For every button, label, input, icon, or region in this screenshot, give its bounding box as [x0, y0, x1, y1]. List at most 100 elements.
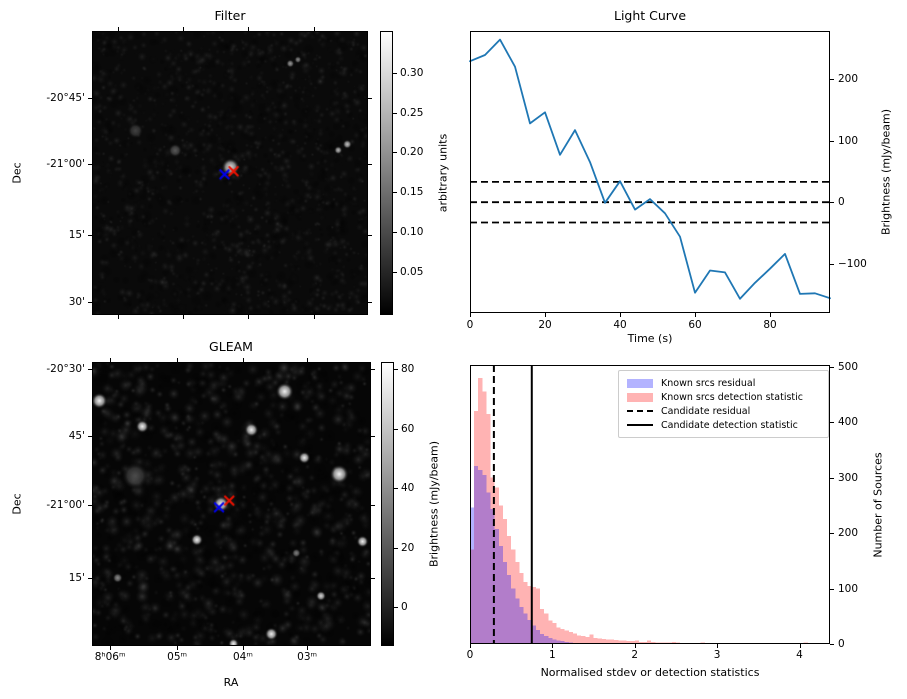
filter_map-colorbar-tick [393, 231, 397, 233]
solid-line-icon [627, 424, 653, 426]
histogram-xtick [470, 644, 471, 648]
gleam_map-ytick [88, 435, 92, 437]
filter_map-colorbar-tick-label: 0.20 [400, 146, 424, 159]
axes-spine [470, 31, 830, 313]
gleam_map-colorbar-tick [394, 369, 398, 371]
histogram-xtick-label: 1 [549, 649, 556, 661]
gleam_map-xtick-label: 8ʰ06ᵐ [94, 651, 126, 663]
gleam_map-xtick [177, 358, 179, 362]
legend-item-candidate-detection-statistic: Candidate detection statistic [627, 418, 820, 432]
filter_map-xtick [183, 315, 185, 319]
histogram-xtick [552, 644, 554, 648]
gleam_map-colorbar-tick [394, 428, 398, 430]
filter_map-xtick [247, 315, 249, 319]
gleam_map-xtick-label: 03ᵐ [297, 651, 318, 663]
gleam_map-ytick-label: 45' [68, 429, 85, 442]
gleam-colorbar [381, 362, 394, 646]
axes-spine [470, 365, 830, 644]
gleam_map-colorbar-tick [394, 548, 398, 550]
filter_map-ytick [88, 302, 92, 304]
gleam_map-xtick-label: 04ᵐ [232, 651, 253, 663]
light-curve-xtick [695, 313, 696, 317]
light-curve-xtick [470, 313, 471, 317]
gleam_map-colorbar-tick-label: 40 [401, 482, 415, 495]
pink-patch-icon [627, 392, 653, 402]
filter-noise-image [93, 32, 367, 314]
gleam_map-colorbar-tick-label: 80 [401, 363, 415, 376]
gleam_map-ytick-label: -21°00' [46, 498, 85, 511]
histogram-xtick-label: 2 [631, 649, 639, 661]
histogram-ytick-label: 0 [838, 638, 845, 650]
gleam_map-colorbar-tick [394, 488, 398, 490]
filter_map-ytick [88, 98, 92, 100]
histogram-xtick [717, 644, 719, 648]
light-curve-ytick-label: −100 [838, 257, 867, 270]
histogram-y-axis-label: Number of Sources [871, 452, 885, 558]
gleam_map-xtick-label: 05ᵐ [167, 651, 188, 663]
histogram-xtick [799, 644, 801, 648]
gleam-y-axis-label: Dec [10, 493, 24, 515]
histogram-ytick [830, 588, 834, 590]
filter_map-xtick [247, 27, 249, 31]
histogram-series-0 [470, 377, 812, 644]
filter-axes [92, 31, 368, 315]
gleam_map-ytick [371, 578, 375, 580]
gleam_map-ytick [371, 504, 375, 506]
gleam_map-ytick [371, 369, 375, 371]
filter-colorbar [380, 31, 393, 315]
gleam_map-ytick-label: 15' [68, 572, 85, 585]
gleam_map-xtick [307, 646, 309, 650]
light-curve-xtick-label: 40 [613, 319, 627, 331]
blue-patch-icon [627, 378, 653, 388]
histogram-legend: Known srcs residual Known srcs detection… [618, 370, 829, 438]
filter_map-colorbar-tick-label: 0.25 [400, 106, 424, 119]
histogram-ytick [830, 533, 834, 535]
filter_map-xtick [118, 27, 120, 31]
filter_map-colorbar-tick-label: 0.30 [400, 66, 424, 79]
histogram-ytick [830, 366, 834, 368]
filter_map-colorbar-tick-label: 0.05 [400, 265, 424, 278]
filter_map-colorbar-tick [393, 112, 397, 114]
filter_map-colorbar-tick-label: 0.10 [400, 225, 424, 238]
filter_map-colorbar-tick [393, 152, 397, 154]
filter_map-colorbar-tick [393, 271, 397, 273]
light-curve-y-axis-label: Brightness (mJy/beam) [879, 108, 893, 236]
gleam_map-xtick [110, 358, 112, 362]
legend-item-known-srcs-residual: Known srcs residual [627, 376, 820, 390]
gleam-x-axis-label: RA [223, 676, 239, 689]
gleam_map-ytick [88, 578, 92, 580]
dashed-line-icon [627, 410, 653, 412]
filter_map-colorbar-tick [393, 192, 397, 194]
light-curve-line [469, 38, 831, 300]
histogram-xtick-label: 3 [713, 649, 721, 661]
filter_map-xtick [313, 27, 315, 31]
histogram-ytick-label: 200 [838, 527, 859, 540]
filter_map-ytick-label: 15' [68, 228, 85, 241]
histogram-ytick [830, 422, 834, 424]
filter_map-colorbar-tick [393, 72, 397, 74]
histogram-series-1 [470, 465, 594, 644]
light-curve-ytick-label: 0 [838, 196, 845, 209]
gleam_map-colorbar-tick [394, 607, 398, 609]
histogram-ytick-label: 100 [838, 582, 859, 595]
legend-item-known-srcs-detection-statistic: Known srcs detection statistic [627, 390, 820, 404]
gleam-sky-image [93, 363, 370, 645]
filter_map-colorbar-tick-label: 0.15 [400, 186, 424, 199]
filter_map-ytick-label: -21°00' [46, 157, 85, 170]
light-curve-x-axis-label: Time (s) [627, 332, 673, 345]
filter_map-ytick [88, 234, 92, 236]
light-curve-ytick-label: 200 [838, 73, 859, 86]
gleam_map-colorbar-tick-label: 0 [401, 601, 408, 614]
histogram-xtick [634, 644, 636, 648]
light-curve-xtick-label: 0 [466, 319, 474, 331]
light-curve-xtick [545, 313, 546, 317]
filter_map-xtick [183, 27, 185, 31]
histogram-xtick-label: 4 [796, 649, 803, 661]
gleam_map-ytick-label: -20°30' [46, 363, 85, 376]
gleam_map-xtick [110, 646, 112, 650]
light-curve-ytick [830, 263, 834, 265]
filter_map-ytick-label: 30' [68, 296, 85, 309]
filter-title: Filter [214, 8, 246, 23]
light-curve-xtick-label: 80 [763, 319, 777, 331]
filter_map-ytick [368, 98, 372, 100]
